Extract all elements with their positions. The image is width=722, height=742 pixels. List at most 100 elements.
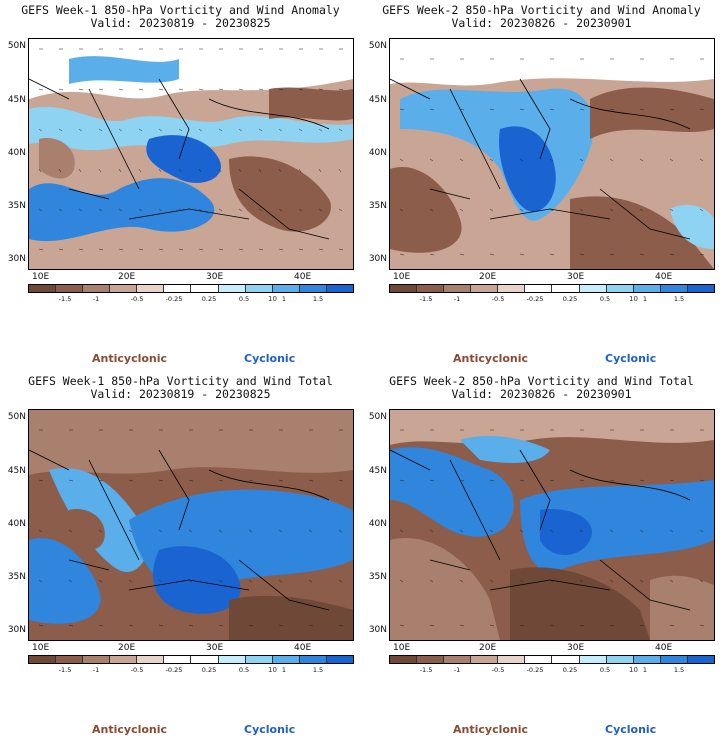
colorbar-swatch bbox=[660, 285, 688, 292]
panel-valid-dates: Valid: 20230819 - 20230825 bbox=[90, 387, 271, 401]
lat-label: 45N bbox=[7, 466, 26, 476]
colorbar-swatch bbox=[417, 656, 445, 663]
colorbar-swatch bbox=[471, 656, 499, 663]
colorbar-swatch bbox=[390, 285, 418, 292]
colorbar-tick: 1 bbox=[281, 666, 287, 674]
lat-label: 50N bbox=[7, 41, 26, 51]
colorbar-tick: 1 bbox=[281, 295, 287, 303]
lat-label: 30N bbox=[368, 625, 387, 635]
colorbar-unit: 10 bbox=[629, 295, 638, 303]
lon-label: 30E bbox=[206, 272, 224, 282]
panel-valid-dates: Valid: 20230826 - 20230901 bbox=[451, 16, 632, 30]
panel-valid-dates: Valid: 20230819 - 20230825 bbox=[90, 16, 271, 30]
colorbar bbox=[389, 284, 715, 293]
colorbar-tick: -1 bbox=[453, 295, 461, 303]
map-area bbox=[389, 38, 715, 270]
lon-label: 10E bbox=[32, 643, 50, 653]
legend-cyclonic: Cyclonic bbox=[244, 723, 296, 736]
colorbar-swatch bbox=[299, 285, 327, 292]
colorbar-swatch bbox=[56, 656, 84, 663]
colorbar-tick: -0.5 bbox=[491, 666, 505, 674]
lat-label: 35N bbox=[7, 201, 26, 211]
lat-label: 30N bbox=[368, 254, 387, 264]
legend-anticyclonic: Anticyclonic bbox=[92, 723, 168, 736]
colorbar-tick: 0.25 bbox=[562, 666, 578, 674]
colorbar-tick: 1.5 bbox=[673, 295, 685, 303]
colorbar-swatch bbox=[606, 285, 634, 292]
colorbar-swatch bbox=[606, 656, 634, 663]
colorbar bbox=[28, 655, 354, 664]
colorbar-tick: -0.25 bbox=[165, 666, 183, 674]
colorbar-tick: -1 bbox=[92, 295, 100, 303]
colorbar-swatch bbox=[191, 285, 219, 292]
lon-label: 40E bbox=[294, 643, 312, 653]
colorbar-swatch bbox=[633, 656, 661, 663]
colorbar-swatch bbox=[272, 285, 300, 292]
colorbar-swatch bbox=[110, 656, 138, 663]
lat-label: 35N bbox=[7, 572, 26, 582]
lon-label: 10E bbox=[393, 272, 411, 282]
lat-label: 50N bbox=[7, 412, 26, 422]
colorbar-swatch bbox=[326, 656, 353, 663]
colorbar-swatch bbox=[552, 656, 580, 663]
colorbar-tick: -1.5 bbox=[419, 295, 433, 303]
colorbar-swatch bbox=[191, 656, 219, 663]
lat-label: 40N bbox=[368, 148, 387, 158]
colorbar-swatch bbox=[110, 285, 138, 292]
colorbar-swatch bbox=[245, 285, 273, 292]
legend-anticyclonic: Anticyclonic bbox=[453, 352, 529, 365]
lon-label: 20E bbox=[479, 272, 497, 282]
colorbar-swatch bbox=[444, 656, 472, 663]
colorbar-tick: 0.25 bbox=[201, 295, 217, 303]
legend-cyclonic: Cyclonic bbox=[244, 352, 296, 365]
panel-title: GEFS Week-1 850-hPa Vorticity and Wind A… bbox=[21, 3, 340, 17]
colorbar-swatch bbox=[498, 285, 526, 292]
colorbar-swatch bbox=[272, 656, 300, 663]
legend-cyclonic: Cyclonic bbox=[605, 352, 657, 365]
colorbar-swatch bbox=[299, 656, 327, 663]
colorbar-tick: 0.5 bbox=[238, 666, 250, 674]
lat-label: 45N bbox=[368, 95, 387, 105]
panel-week2-anomaly: GEFS Week-2 850-hPa Vorticity and Wind A… bbox=[361, 0, 722, 371]
lat-label: 30N bbox=[7, 254, 26, 264]
map-area bbox=[28, 409, 354, 641]
colorbar-swatch bbox=[417, 285, 445, 292]
vorticity-map bbox=[390, 410, 714, 640]
colorbar-tick: -1 bbox=[453, 666, 461, 674]
lat-label: 40N bbox=[7, 519, 26, 529]
lat-label: 35N bbox=[368, 201, 387, 211]
colorbar-tick: -0.5 bbox=[130, 295, 144, 303]
colorbar-tick: 0.25 bbox=[201, 666, 217, 674]
colorbar-swatch bbox=[552, 285, 580, 292]
panel-title: GEFS Week-2 850-hPa Vorticity and Wind T… bbox=[389, 374, 694, 388]
panel-week1-total: GEFS Week-1 850-hPa Vorticity and Wind T… bbox=[0, 371, 361, 742]
lon-label: 20E bbox=[118, 643, 136, 653]
lat-label: 40N bbox=[7, 148, 26, 158]
colorbar-swatch bbox=[137, 285, 165, 292]
lon-label: 10E bbox=[393, 643, 411, 653]
colorbar-swatch bbox=[390, 656, 418, 663]
panel-title: GEFS Week-2 850-hPa Vorticity and Wind A… bbox=[382, 3, 701, 17]
colorbar-tick: -1.5 bbox=[58, 666, 72, 674]
lon-label: 10E bbox=[32, 272, 50, 282]
colorbar-tick: 1 bbox=[642, 666, 648, 674]
lon-label: 20E bbox=[479, 643, 497, 653]
lat-label: 50N bbox=[368, 41, 387, 51]
colorbar-tick: -0.5 bbox=[491, 295, 505, 303]
colorbar-swatch bbox=[164, 285, 192, 292]
colorbar bbox=[28, 284, 354, 293]
colorbar-tick: 0.25 bbox=[562, 295, 578, 303]
vorticity-map bbox=[29, 410, 353, 640]
lon-label: 20E bbox=[118, 272, 136, 282]
lon-label: 40E bbox=[655, 643, 673, 653]
colorbar-unit: 10 bbox=[629, 666, 638, 674]
colorbar-swatch bbox=[245, 656, 273, 663]
colorbar-swatch bbox=[29, 285, 57, 292]
colorbar-tick: -0.25 bbox=[526, 666, 544, 674]
legend-cyclonic: Cyclonic bbox=[605, 723, 657, 736]
panel-title: GEFS Week-1 850-hPa Vorticity and Wind T… bbox=[28, 374, 333, 388]
colorbar-tick: -1 bbox=[92, 666, 100, 674]
map-area bbox=[389, 409, 715, 641]
vorticity-map bbox=[29, 39, 353, 269]
colorbar-tick: -1.5 bbox=[419, 666, 433, 674]
